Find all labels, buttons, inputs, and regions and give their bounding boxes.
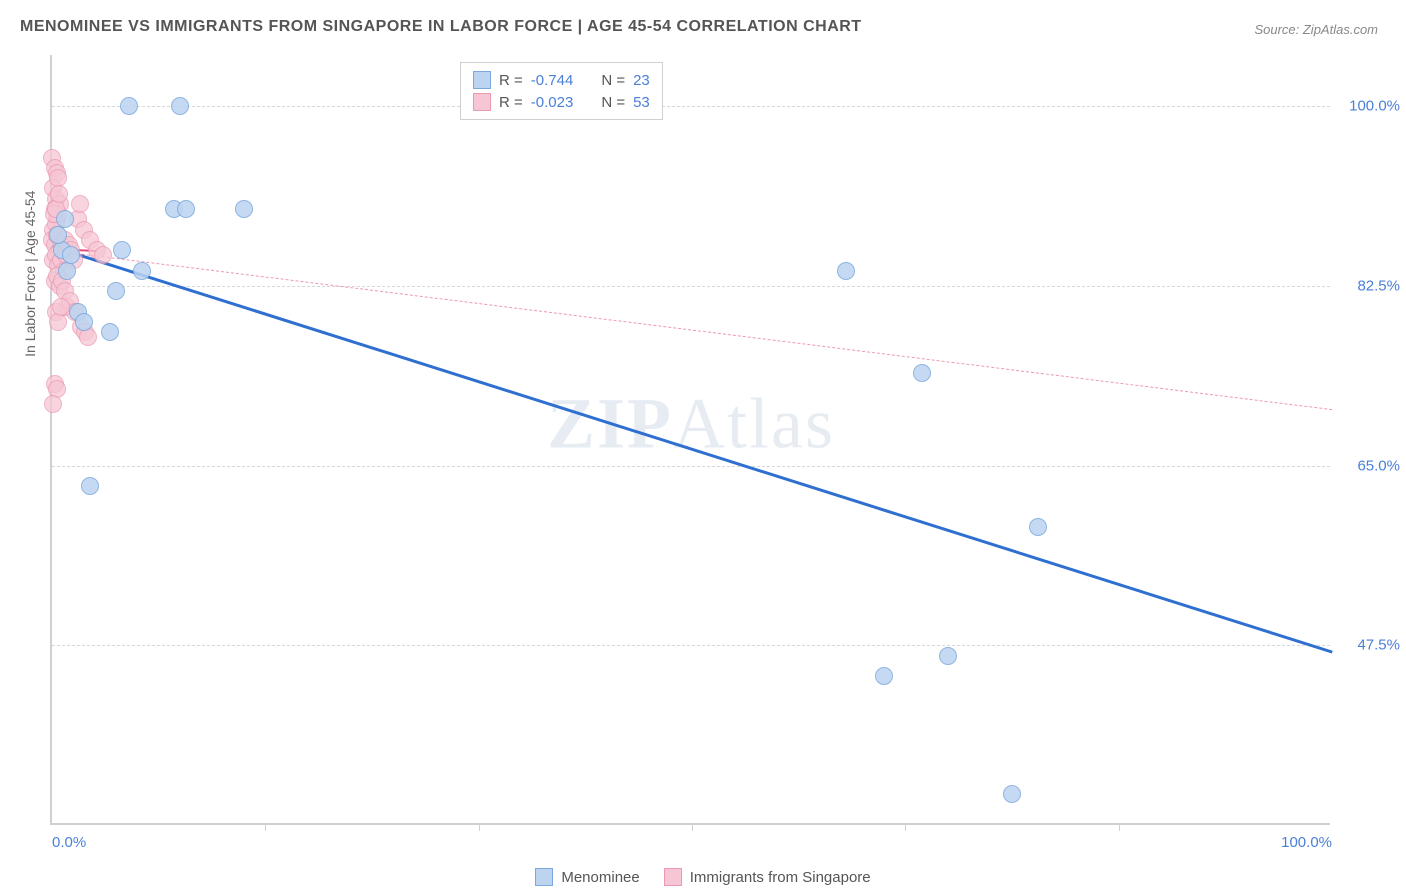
data-point — [235, 200, 253, 218]
data-point — [62, 246, 80, 264]
data-point — [50, 185, 68, 203]
gridline-horizontal — [52, 106, 1330, 107]
data-point — [1003, 785, 1021, 803]
source-attribution: Source: ZipAtlas.com — [1254, 22, 1378, 37]
x-tick-mark — [905, 823, 906, 831]
data-point — [101, 323, 119, 341]
data-point — [133, 262, 151, 280]
y-tick-label: 100.0% — [1340, 98, 1400, 115]
data-point — [75, 313, 93, 331]
data-point — [81, 477, 99, 495]
stats-legend-row: R = -0.023 N = 53 — [473, 91, 650, 113]
y-tick-label: 65.0% — [1340, 457, 1400, 474]
stat-r-label: R = — [499, 94, 523, 111]
data-point — [107, 282, 125, 300]
y-axis-title: In Labor Force | Age 45-54 — [22, 191, 38, 357]
stat-n-value: 53 — [633, 94, 650, 111]
data-point — [837, 262, 855, 280]
gridline-horizontal — [52, 466, 1330, 467]
x-tick-mark — [479, 823, 480, 831]
stat-n-value: 23 — [633, 72, 650, 89]
data-point — [49, 226, 67, 244]
plot-area: ZIPAtlas 47.5%65.0%82.5%100.0%0.0%100.0% — [50, 55, 1330, 825]
legend-swatch — [473, 93, 491, 111]
watermark: ZIPAtlas — [547, 382, 835, 465]
stat-n-label: N = — [601, 72, 625, 89]
x-tick-mark — [265, 823, 266, 831]
chart-container: MENOMINEE VS IMMIGRANTS FROM SINGAPORE I… — [0, 0, 1406, 892]
stat-n-label: N = — [601, 94, 625, 111]
data-point — [171, 97, 189, 115]
stat-r-value: -0.023 — [531, 94, 574, 111]
series-legend-item: Menominee — [535, 868, 639, 886]
legend-swatch — [473, 71, 491, 89]
x-tick-mark — [1119, 823, 1120, 831]
data-point — [44, 395, 62, 413]
regression-line — [52, 250, 1332, 410]
chart-title: MENOMINEE VS IMMIGRANTS FROM SINGAPORE I… — [20, 18, 862, 36]
data-point — [113, 241, 131, 259]
data-point — [913, 364, 931, 382]
y-tick-label: 47.5% — [1340, 637, 1400, 654]
data-point — [120, 97, 138, 115]
data-point — [58, 262, 76, 280]
stats-legend: R = -0.744 N = 23 R = -0.023 N = 53 — [460, 62, 663, 120]
data-point — [177, 200, 195, 218]
gridline-horizontal — [52, 645, 1330, 646]
x-tick-mark — [692, 823, 693, 831]
data-point — [939, 647, 957, 665]
legend-swatch — [535, 868, 553, 886]
data-point — [49, 313, 67, 331]
legend-swatch — [664, 868, 682, 886]
stat-r-value: -0.744 — [531, 72, 574, 89]
stat-r-label: R = — [499, 72, 523, 89]
regression-line — [52, 245, 1333, 653]
series-legend-label: Menominee — [561, 869, 639, 886]
data-point — [79, 328, 97, 346]
series-legend-item: Immigrants from Singapore — [664, 868, 871, 886]
series-legend-label: Immigrants from Singapore — [690, 869, 871, 886]
gridline-horizontal — [52, 286, 1330, 287]
data-point — [1029, 518, 1047, 536]
data-point — [71, 195, 89, 213]
stats-legend-row: R = -0.744 N = 23 — [473, 69, 650, 91]
data-point — [94, 246, 112, 264]
data-point — [875, 667, 893, 685]
x-tick-label: 100.0% — [1281, 834, 1332, 851]
series-legend: Menominee Immigrants from Singapore — [0, 868, 1406, 886]
data-point — [52, 298, 70, 316]
y-tick-label: 82.5% — [1340, 278, 1400, 295]
x-tick-label: 0.0% — [52, 834, 86, 851]
